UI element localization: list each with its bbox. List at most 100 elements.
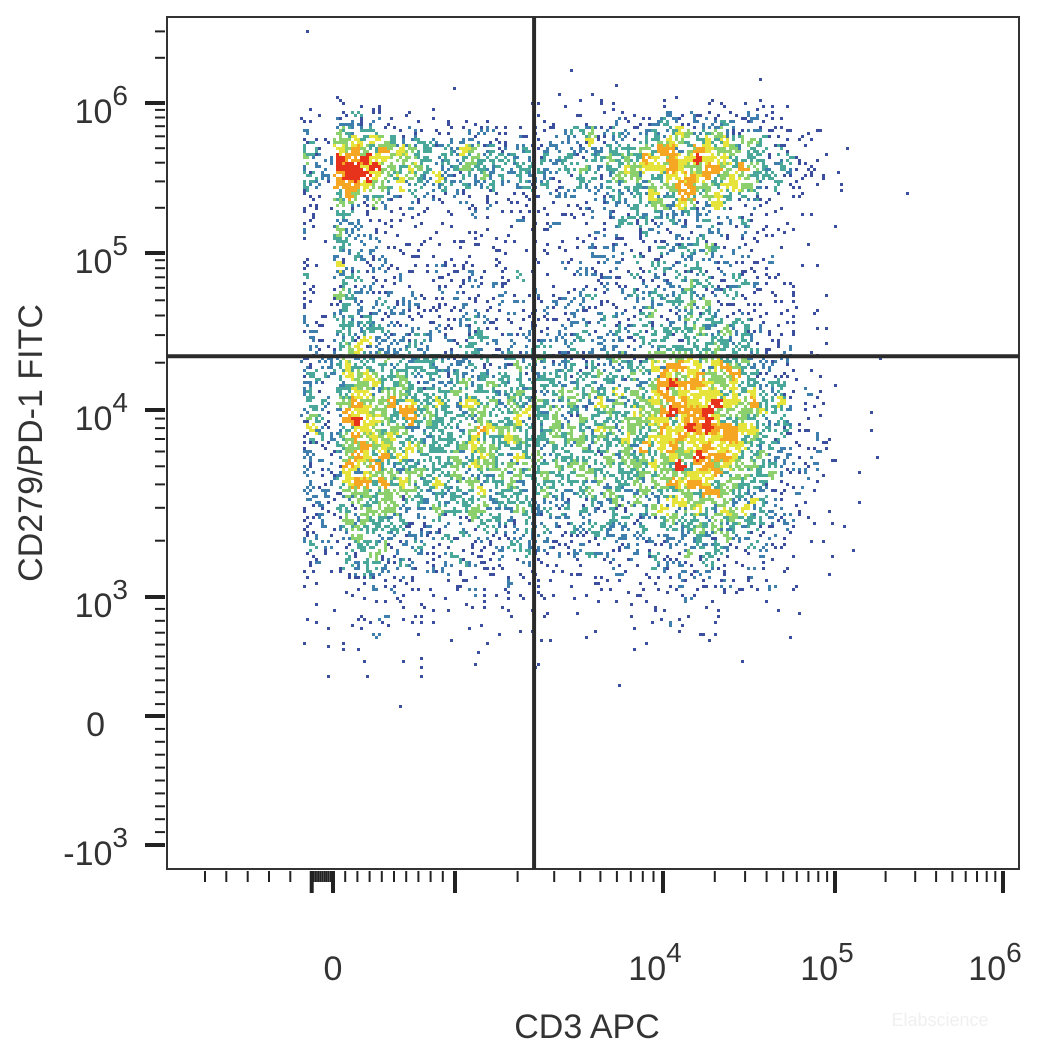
event-dot xyxy=(486,426,489,429)
event-dot xyxy=(426,420,429,423)
event-dot xyxy=(687,318,690,321)
event-dot xyxy=(459,585,462,588)
event-dot xyxy=(555,564,558,567)
event-dot xyxy=(489,519,492,522)
event-dot xyxy=(492,321,495,324)
event-dot xyxy=(384,429,387,432)
event-dot xyxy=(399,483,402,486)
event-dot xyxy=(450,411,453,414)
event-dot xyxy=(387,525,390,528)
event-dot xyxy=(345,489,348,492)
event-dot xyxy=(516,540,519,543)
event-dot xyxy=(600,453,603,456)
event-dot xyxy=(372,417,375,420)
event-dot xyxy=(417,495,420,498)
event-dot xyxy=(429,447,432,450)
event-dot xyxy=(327,402,330,405)
event-dot xyxy=(621,573,624,576)
event-dot xyxy=(540,456,543,459)
event-dot xyxy=(501,351,504,354)
event-dot xyxy=(612,525,615,528)
event-dot xyxy=(561,297,564,300)
event-dot xyxy=(744,474,747,477)
event-dot xyxy=(426,411,429,414)
event-dot xyxy=(741,660,744,663)
event-dot xyxy=(450,435,453,438)
event-dot xyxy=(366,381,369,384)
event-dot xyxy=(360,492,363,495)
event-dot xyxy=(603,435,606,438)
event-dot xyxy=(447,339,450,342)
event-dot xyxy=(402,393,405,396)
event-dot xyxy=(357,564,360,567)
event-dot xyxy=(549,441,552,444)
event-dot xyxy=(354,396,357,399)
event-dot xyxy=(489,435,492,438)
event-dot xyxy=(375,555,378,558)
event-dot xyxy=(366,459,369,462)
event-dot xyxy=(357,525,360,528)
event-dot xyxy=(498,399,501,402)
event-dot xyxy=(339,393,342,396)
event-dot xyxy=(477,486,480,489)
event-dot xyxy=(606,378,609,381)
event-dot xyxy=(471,411,474,414)
event-dot xyxy=(756,528,759,531)
event-dot xyxy=(516,441,519,444)
event-dot xyxy=(540,375,543,378)
event-dot xyxy=(303,507,306,510)
event-dot xyxy=(471,516,474,519)
event-dot xyxy=(462,306,465,309)
event-dot xyxy=(432,357,435,360)
event-dot xyxy=(387,438,390,441)
event-dot xyxy=(453,513,456,516)
event-dot xyxy=(522,507,525,510)
event-dot xyxy=(381,384,384,387)
event-dot xyxy=(504,363,507,366)
event-dot xyxy=(369,432,372,435)
event-dot xyxy=(438,459,441,462)
event-dot xyxy=(648,576,651,579)
event-dot xyxy=(519,477,522,480)
event-dot xyxy=(357,345,360,348)
event-dot xyxy=(525,531,528,534)
event-dot xyxy=(459,381,462,384)
event-dot xyxy=(429,411,432,414)
event-dot xyxy=(387,462,390,465)
event-dot xyxy=(555,420,558,423)
event-dot xyxy=(576,393,579,396)
event-dot xyxy=(408,474,411,477)
event-dot xyxy=(372,432,375,435)
event-dot xyxy=(636,531,639,534)
event-dot xyxy=(498,402,501,405)
event-dot xyxy=(414,468,417,471)
event-dot xyxy=(357,447,360,450)
event-dot xyxy=(576,414,579,417)
event-dot xyxy=(381,339,384,342)
event-dot xyxy=(315,432,318,435)
event-dot xyxy=(546,564,549,567)
event-dot xyxy=(594,477,597,480)
event-dot xyxy=(465,504,468,507)
event-dot xyxy=(690,369,693,372)
event-dot xyxy=(402,480,405,483)
event-dot xyxy=(357,546,360,549)
event-dot xyxy=(414,342,417,345)
event-dot xyxy=(426,393,429,396)
event-dot xyxy=(444,486,447,489)
event-dot xyxy=(486,429,489,432)
event-dot xyxy=(486,396,489,399)
event-dot xyxy=(510,495,513,498)
event-dot xyxy=(378,378,381,381)
event-dot xyxy=(456,474,459,477)
event-dot xyxy=(471,459,474,462)
event-dot xyxy=(537,399,540,402)
event-dot xyxy=(444,525,447,528)
event-dot xyxy=(318,378,321,381)
event-dot xyxy=(321,324,324,327)
event-dot xyxy=(372,588,375,591)
event-dot xyxy=(651,486,654,489)
event-dot xyxy=(561,498,564,501)
event-dot xyxy=(438,429,441,432)
event-dot xyxy=(387,348,390,351)
